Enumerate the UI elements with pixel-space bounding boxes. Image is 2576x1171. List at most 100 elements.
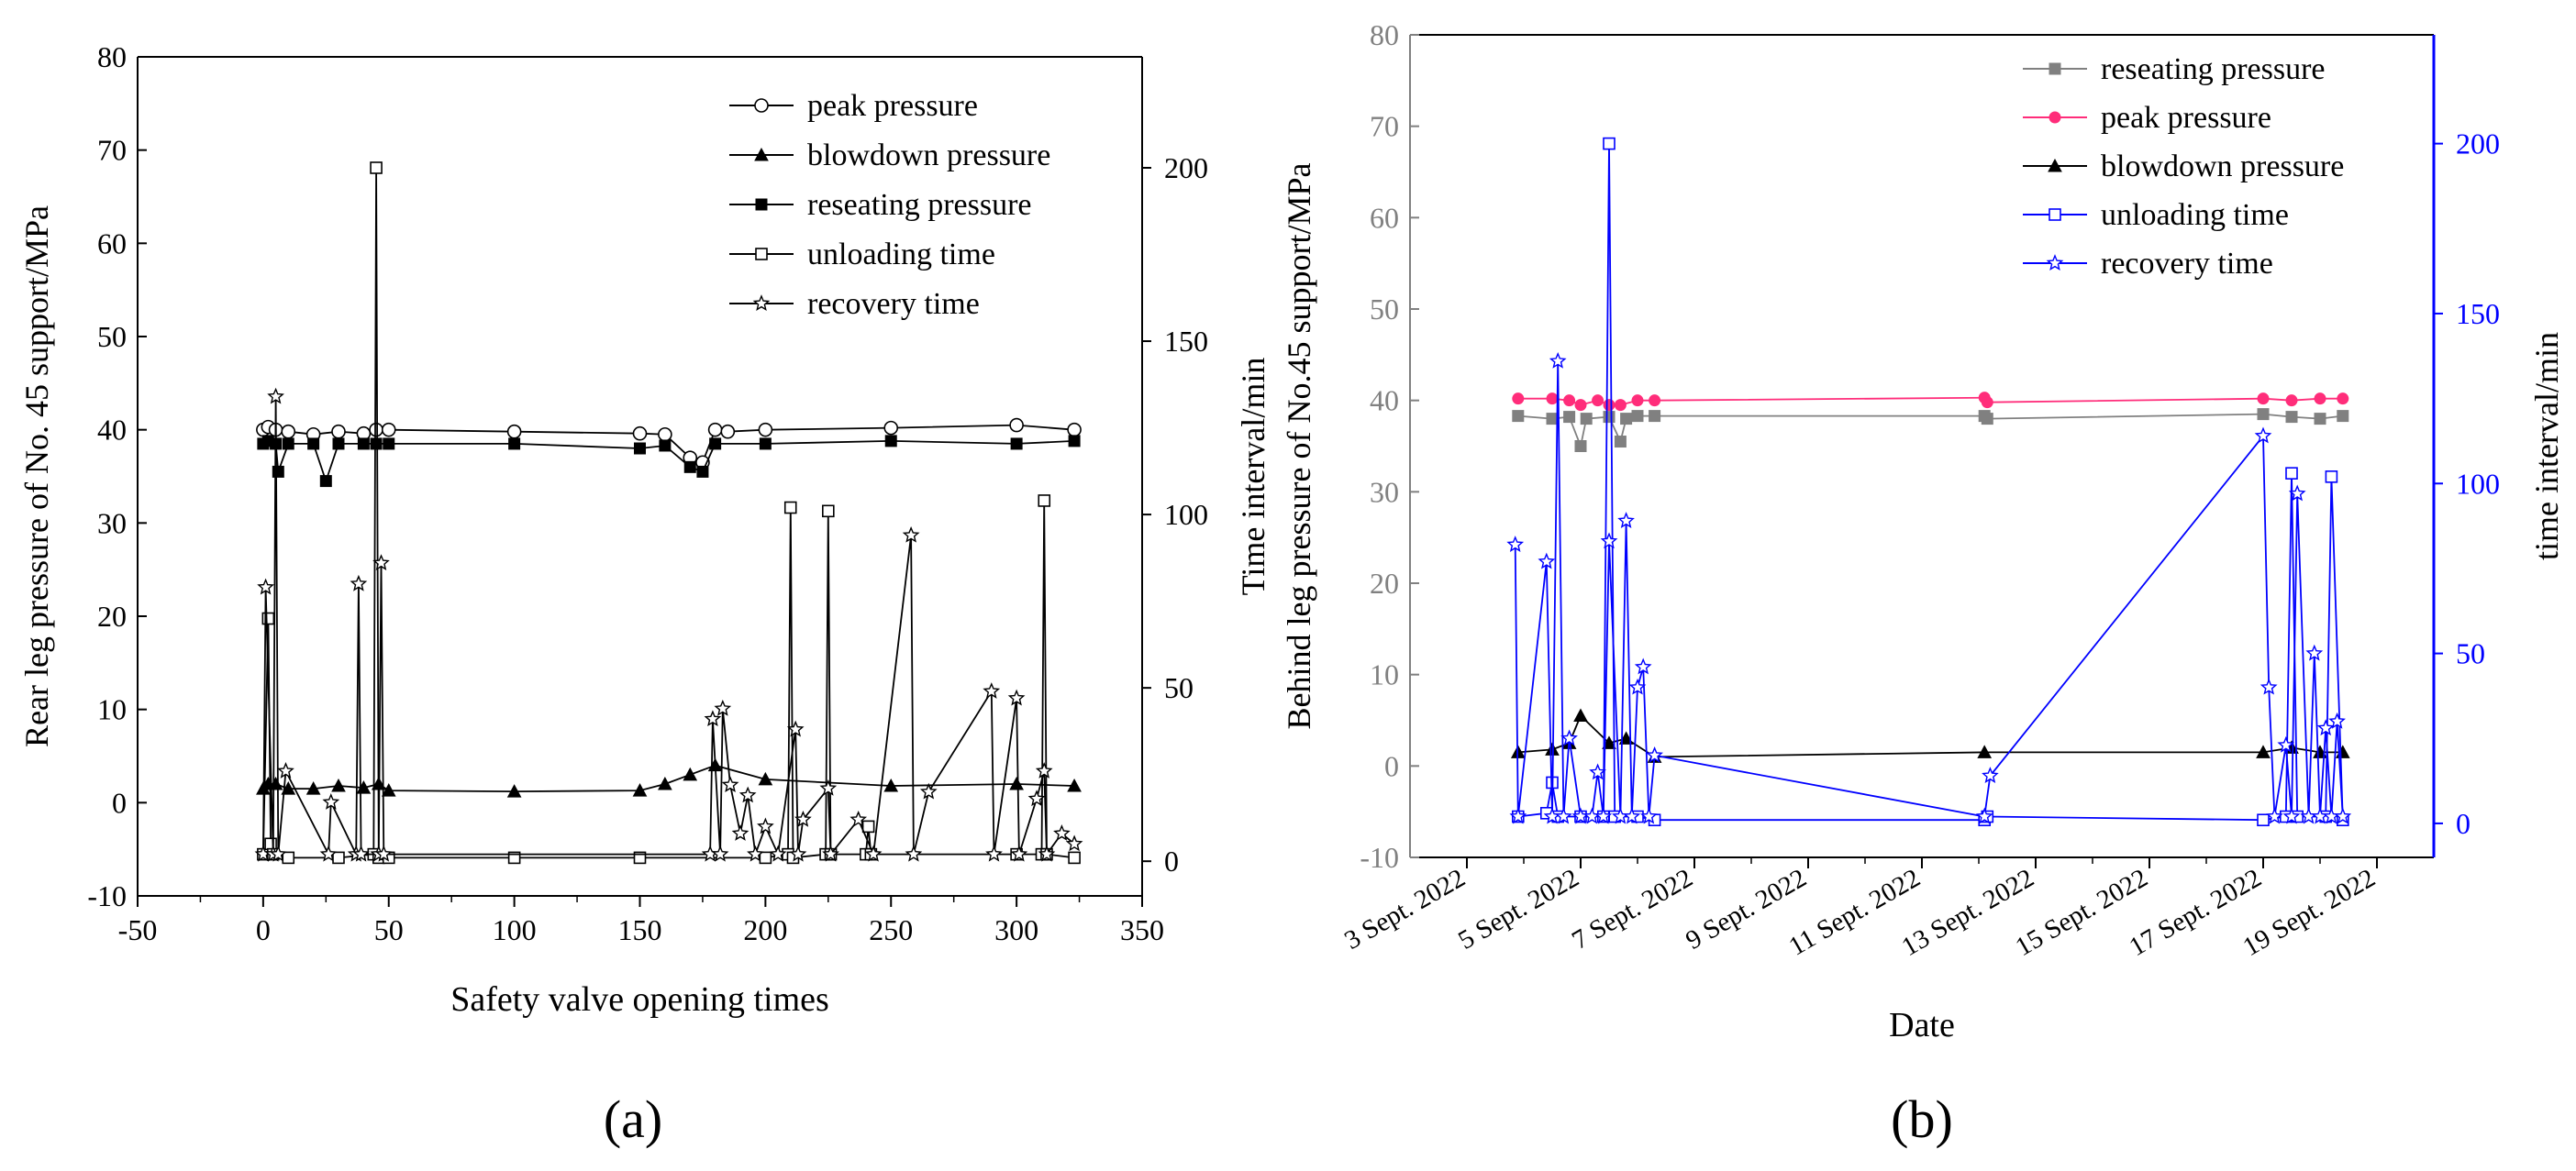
data-point [1600,532,1618,549]
data-point [2305,644,2324,661]
data-point [1631,394,1644,407]
legend-marker [755,248,768,260]
data-point [759,851,772,865]
data-point [919,782,938,800]
legend-marker [752,294,771,311]
data-point [2257,813,2270,827]
data-point [720,424,736,439]
data-point [738,786,757,803]
data-point [704,710,722,727]
series-line [1517,143,2344,822]
data-point [1620,413,1633,425]
x-axis-label: Safety valve opening times [450,980,829,1019]
data-point [1027,790,1046,807]
data-point [1603,137,1616,150]
data-point [506,784,522,798]
legend-entry: reseating pressure [729,188,1032,222]
data-point [374,845,393,862]
y-tick-label: 60 [97,226,127,260]
legend-label: recovery time [2101,247,2273,281]
y-tick-label: -10 [1360,841,1399,874]
y-tick-label: 40 [97,414,127,447]
data-point [769,845,787,862]
data-point [2285,467,2298,480]
y-tick-label: 80 [97,40,127,73]
y-tick-label: 20 [1370,567,1399,600]
data-point [1574,440,1587,452]
data-point [281,781,296,795]
y2-tick-label: 100 [2456,467,2500,500]
data-point [659,439,672,452]
legend-entry: blowdown pressure [2023,149,2344,183]
data-point [2257,392,2270,405]
data-point [1580,413,1593,425]
data-point [1506,536,1525,552]
legend-entry: peak pressure [2023,101,2271,135]
data-point [759,437,772,450]
data-point [1583,807,1601,824]
legend-marker [754,98,769,113]
legend-label: peak pressure [2101,101,2271,135]
data-point [319,845,338,862]
data-point [1982,767,1999,783]
data-point [331,424,346,439]
data-point [1975,807,1993,824]
y-tick-label: 70 [97,134,127,167]
legend-label: peak pressure [807,89,978,123]
data-point [1512,392,1525,405]
legend-label: recovery time [807,287,980,321]
data-point [1573,708,1588,723]
data-point [758,771,773,786]
data-point [261,612,275,625]
y2-tick-label: 0 [1164,845,1179,878]
data-point [658,776,672,790]
data-point [864,845,883,862]
data-point [352,845,370,862]
data-point [1981,396,1993,409]
data-point [257,578,274,595]
data-point [369,422,383,437]
data-point [905,845,923,862]
y-tick-label: 50 [97,320,127,353]
data-point [1065,834,1083,852]
panel-b-label: (b) [1891,1089,1953,1149]
x-tick-label: 350 [1120,913,1164,946]
y-tick-label: 40 [1370,384,1399,417]
data-point [1589,763,1606,780]
y-tick-label: -10 [87,879,127,912]
data-point [264,837,277,851]
data-point [1007,689,1026,706]
data-point [1640,807,1658,824]
data-point [2256,745,2271,758]
y2-axis-label: time interval/min [2528,332,2565,560]
data-point [1512,410,1525,423]
data-point [1563,411,1576,424]
data-point [757,817,774,834]
data-point [307,437,320,450]
data-point [714,699,732,716]
data-point [506,424,522,439]
y-tick-label: 30 [1370,475,1399,508]
data-point [632,783,648,797]
y-tick-label: 50 [1370,293,1399,326]
y-tick-label: 0 [112,786,127,819]
data-point [2257,408,2270,421]
data-point [1546,392,1559,405]
data-point [281,424,296,439]
y-axis-label: Behind leg pressure of No.45 support/MPa [1281,163,1317,730]
data-point [268,776,283,790]
y-tick-label: 80 [1370,18,1399,51]
legend-label: unloading time [807,238,995,271]
x-tick-label: 150 [618,913,662,946]
data-point [267,387,284,404]
data-point [711,845,729,862]
data-point [2285,411,2298,424]
data-point [1035,762,1053,779]
data-point [709,437,722,450]
data-point [277,762,294,779]
data-point [1634,657,1652,675]
data-point [985,845,1003,862]
data-point [1628,678,1647,695]
data-point [350,574,368,591]
